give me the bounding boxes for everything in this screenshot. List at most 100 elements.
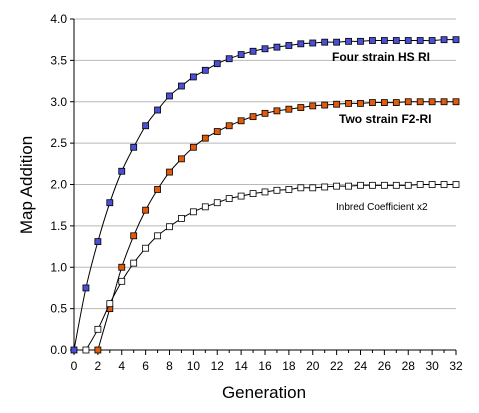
data-point [369,37,376,44]
series-label-inbred-coefficient: Inbred Coefficient x2 [336,202,428,213]
x-tick-label: 10 [187,359,201,373]
x-tick-label: 0 [71,359,78,373]
y-tick-label: 1.0 [50,260,67,274]
data-point [142,244,150,252]
data-point [178,155,185,163]
x-tick-label: 12 [211,359,225,373]
y-tick-label: 1.5 [50,219,67,233]
data-point [285,186,293,193]
data-point [428,181,436,188]
x-tick-label: 2 [95,359,102,373]
data-point [392,99,400,106]
data-point [94,238,102,245]
data-point [428,98,436,106]
data-point [369,99,376,106]
data-point [213,128,221,135]
data-point [249,47,257,55]
data-point [189,143,197,151]
data-point [321,101,329,109]
x-axis-title: Generation [222,383,306,402]
data-point [333,182,341,190]
data-point [380,181,388,189]
data-point [380,37,388,44]
y-tick-label: 2.5 [50,136,67,150]
data-point [357,37,364,45]
data-point [380,99,388,106]
data-point [106,199,114,207]
data-point [225,122,233,130]
x-tick-label: 32 [449,359,463,373]
x-tick-label: 20 [306,359,320,373]
data-point [261,188,269,196]
data-point [201,134,209,142]
data-point [369,181,376,189]
data-point [297,104,305,111]
series-labels: Four strain HS RI Two strain F2-RI Inbre… [332,50,431,213]
x-tick-label: 6 [142,359,149,373]
data-point [225,55,233,63]
data-point [237,51,245,58]
data-point [440,98,448,106]
data-point [309,102,317,110]
x-tick-label: 8 [166,359,173,373]
data-point [213,60,221,68]
data-point [154,232,161,240]
data-point [416,181,424,188]
x-tick-label: 24 [354,359,368,373]
data-point [345,37,352,45]
data-point [416,37,424,44]
y-axis-title: Map Addition [17,136,36,234]
data-point [285,42,293,49]
data-point [261,45,269,53]
data-point [94,346,102,354]
x-tick-label: 30 [425,359,439,373]
data-point [166,92,173,100]
x-tick-label: 26 [378,359,392,373]
data-point [440,181,448,188]
data-point [273,107,281,115]
data-point [178,215,185,222]
data-point [178,82,185,90]
data-point [309,184,317,192]
y-tick-label: 0.0 [50,343,67,357]
data-point [142,206,150,214]
y-tick-label: 0.5 [50,302,67,316]
data-point [118,263,126,271]
data-point [166,223,173,231]
data-point [416,98,424,106]
data-point [273,186,281,194]
x-tick-label: 22 [330,359,344,373]
data-point [404,181,412,189]
data-point [213,199,221,207]
data-point [130,143,138,151]
data-point [297,184,305,192]
x-tick-label: 16 [258,359,272,373]
series-label-four-strain-hs-ri: Four strain HS RI [332,50,430,64]
y-tick-label: 4.0 [50,12,67,26]
data-point [285,105,293,113]
data-point [118,277,126,285]
data-point [166,168,173,176]
data-point [404,37,412,44]
data-point [70,346,78,354]
data-point [261,109,269,117]
data-point [333,38,341,46]
data-point [452,36,460,44]
data-point [428,37,436,44]
series-label-two-strain-f2-ri: Two strain F2-RI [339,112,431,126]
data-point [154,186,161,193]
data-point [82,346,90,354]
data-point [345,182,352,190]
data-point [225,195,233,202]
data-point [237,117,245,125]
data-point [130,259,138,267]
data-point [106,300,114,308]
data-point [249,190,257,198]
data-point [273,43,281,51]
data-point [94,325,102,333]
data-point [452,98,460,106]
x-tick-label: 28 [402,359,416,373]
data-point [142,122,150,130]
data-point [440,36,448,44]
